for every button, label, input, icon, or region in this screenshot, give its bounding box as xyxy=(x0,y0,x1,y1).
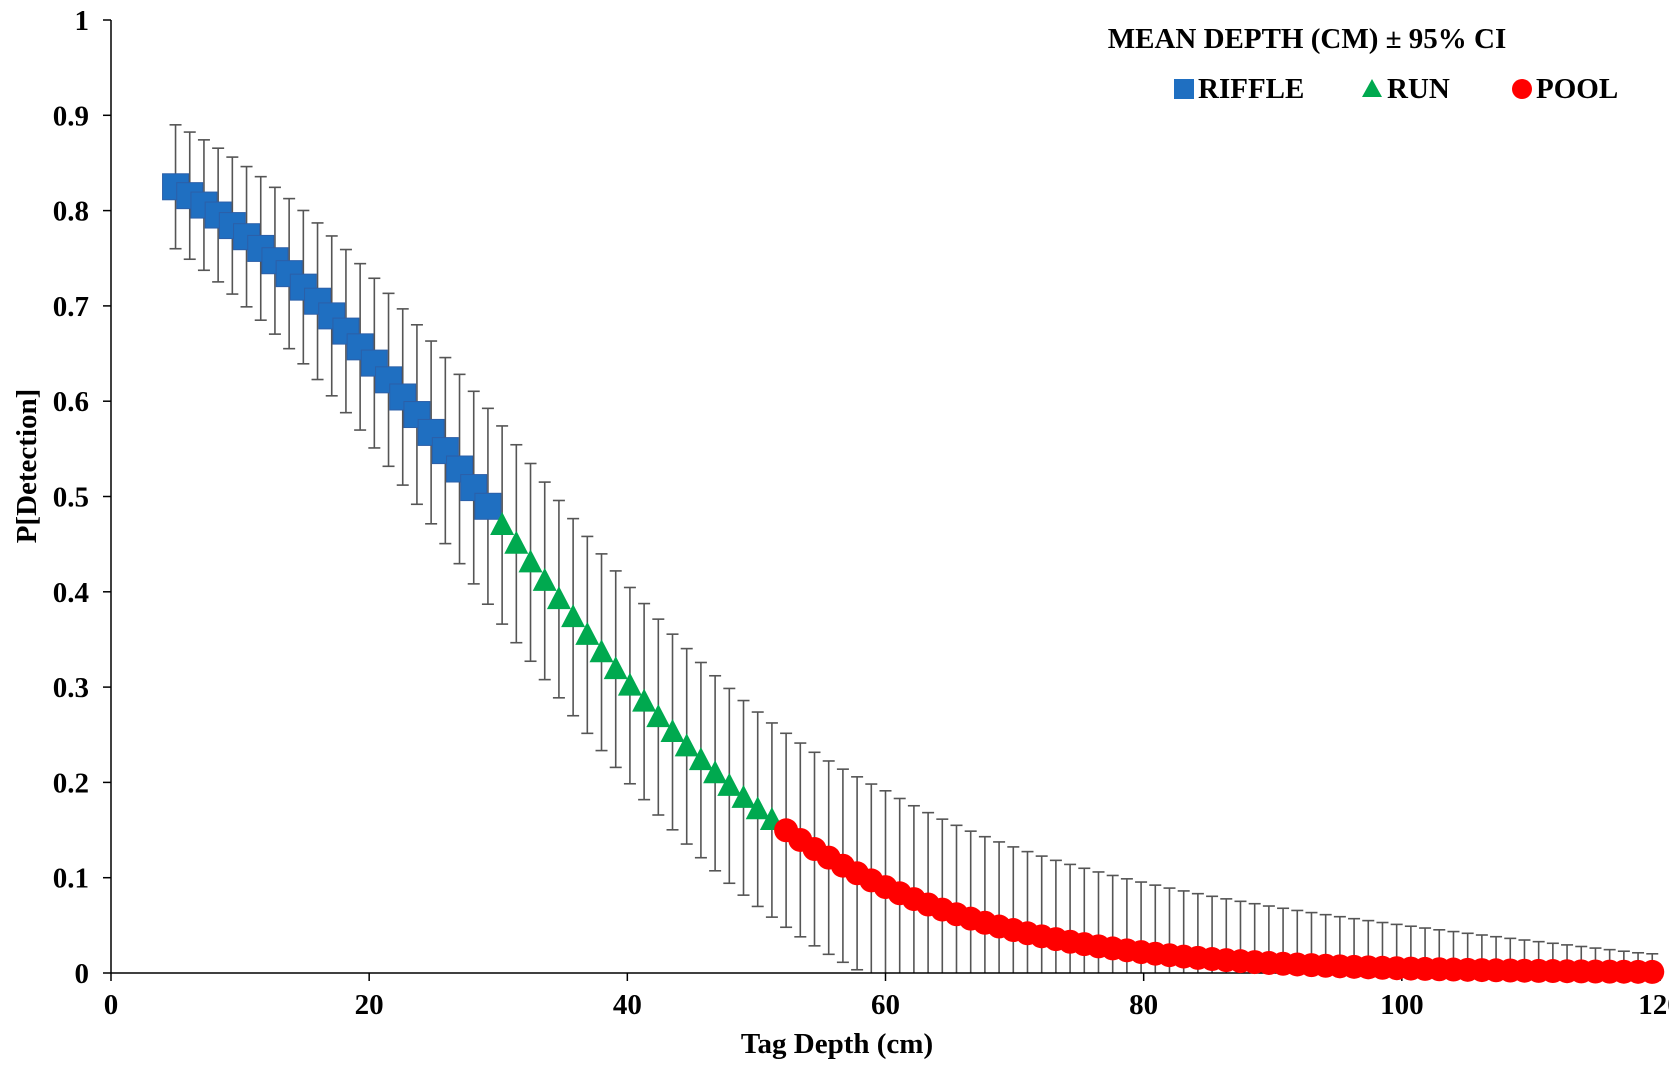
y-tick-label: 0.8 xyxy=(53,196,89,228)
run-point xyxy=(646,704,671,728)
y-axis-label: P[Detection] xyxy=(11,389,43,544)
pool-point xyxy=(1640,959,1665,984)
legend-riffle-marker xyxy=(1174,79,1194,99)
run-point xyxy=(490,512,515,536)
legend-pool-marker xyxy=(1512,79,1532,99)
y-tick-label: 0.4 xyxy=(53,577,89,609)
riffle-point xyxy=(346,333,374,361)
legend-riffle-label: RIFFLE xyxy=(1198,73,1304,105)
legend-run-marker xyxy=(1362,79,1382,97)
y-tick-label: 0 xyxy=(75,958,90,990)
axis-labels: Tag Depth (cm) P[Detection] xyxy=(11,389,933,1060)
legend: MEAN DEPTH (CM) ± 95% CI RIFFLE RUN POOL xyxy=(1108,23,1618,105)
legend-pool-label: POOL xyxy=(1536,73,1618,105)
run-point xyxy=(703,760,728,784)
error-bar xyxy=(936,818,949,973)
run-point xyxy=(688,747,713,771)
x-tick-label: 40 xyxy=(613,989,642,1021)
y-tick-label: 0.3 xyxy=(53,672,89,704)
y-tick-label: 1 xyxy=(75,5,90,37)
x-tick-label: 80 xyxy=(1129,989,1158,1021)
run-point xyxy=(504,530,529,554)
error-bar xyxy=(1049,859,1062,973)
error-bars xyxy=(169,124,1659,973)
data-points xyxy=(162,173,1665,984)
legend-run-label: RUN xyxy=(1387,73,1450,105)
run-point xyxy=(603,656,628,680)
legend-title: MEAN DEPTH (CM) ± 95% CI xyxy=(1108,23,1507,55)
run-point xyxy=(617,672,642,696)
y-tick-label: 0.7 xyxy=(53,291,89,323)
error-bar xyxy=(993,841,1006,973)
run-point xyxy=(660,718,685,742)
y-tick-label: 0.6 xyxy=(53,386,89,418)
run-point xyxy=(674,733,699,757)
error-bar xyxy=(1064,863,1077,973)
y-tick-label: 0.5 xyxy=(53,482,89,514)
y-tick-label: 0.9 xyxy=(53,100,89,132)
run-point xyxy=(717,772,742,796)
run-point xyxy=(518,549,543,573)
run-point xyxy=(731,784,756,808)
run-point xyxy=(575,621,600,645)
run-point xyxy=(561,604,586,628)
x-tick-label: 120 xyxy=(1638,989,1669,1021)
x-tick-label: 60 xyxy=(871,989,900,1021)
error-bar xyxy=(1035,855,1048,973)
error-bar xyxy=(978,835,991,973)
error-bar xyxy=(964,830,977,973)
run-point xyxy=(589,639,614,663)
x-tick-label: 0 xyxy=(104,989,119,1021)
run-point xyxy=(745,796,770,820)
error-bar xyxy=(950,824,963,973)
run-point xyxy=(632,688,657,712)
run-point xyxy=(532,567,557,591)
y-tick-label: 0.2 xyxy=(53,767,89,799)
y-tick-label: 0.1 xyxy=(53,863,89,895)
riffle-point xyxy=(474,492,502,520)
error-bar xyxy=(1007,846,1020,973)
x-tick-label: 100 xyxy=(1380,989,1424,1021)
x-axis-label: Tag Depth (cm) xyxy=(741,1028,933,1060)
run-point xyxy=(546,586,571,610)
error-bar xyxy=(1078,867,1091,973)
error-bar xyxy=(1021,850,1034,973)
x-tick-label: 20 xyxy=(355,989,384,1021)
